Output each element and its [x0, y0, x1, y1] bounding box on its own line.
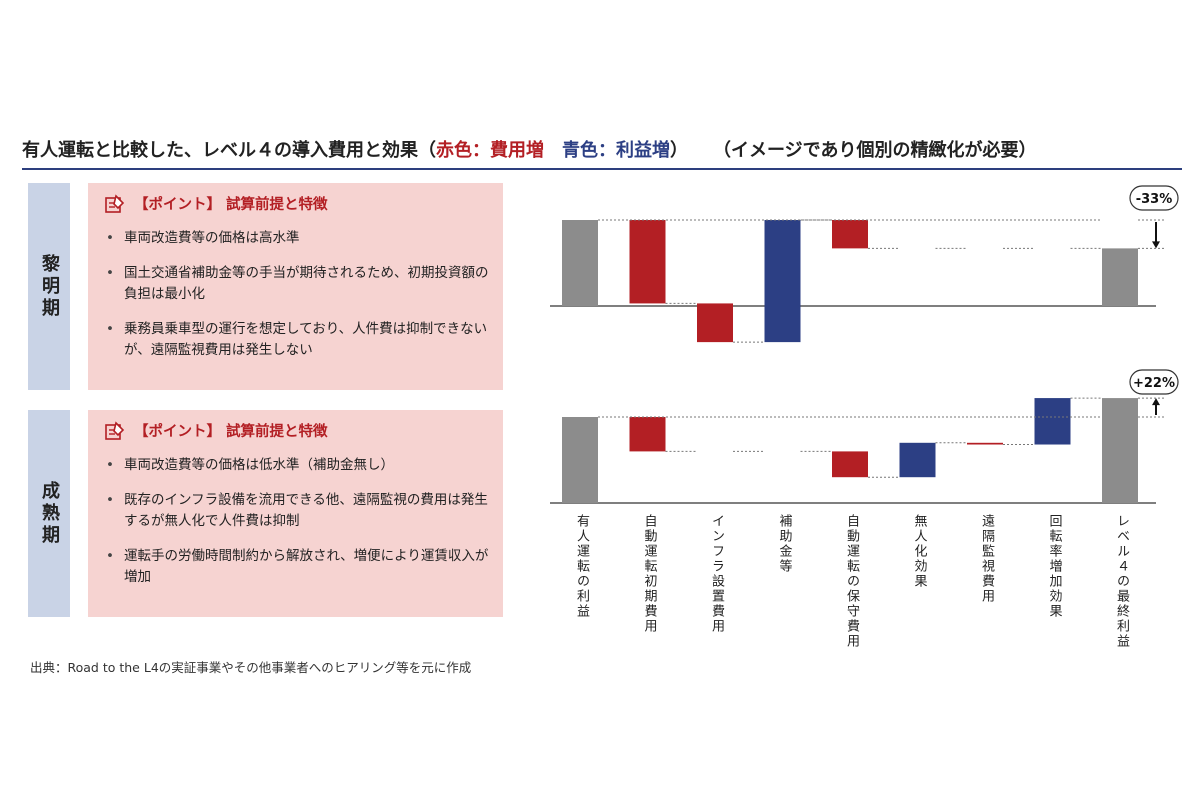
bar-cost [629, 220, 666, 304]
category-label: 無人化効果 [911, 514, 927, 589]
category-label: インフラ設置費用 [709, 514, 724, 634]
point-item: 車両改造費等の価格は高水準 [104, 228, 489, 249]
percent-badge [1129, 369, 1179, 395]
title-red-legend: 赤色：費用増 [436, 140, 544, 161]
bar-total [1102, 398, 1138, 503]
category-label: 自動運転初期費用 [641, 514, 657, 634]
category-label: レベル４の最終利益 [1114, 514, 1129, 649]
category-label: 自動運転の保守費用 [844, 514, 859, 649]
phase-label-early: 黎明期 [28, 183, 70, 390]
bar-benefit [899, 442, 936, 478]
bar-benefit [764, 220, 801, 343]
percent-badge [1129, 185, 1179, 211]
change-arrow-head [1152, 241, 1160, 249]
bar-total [562, 417, 598, 503]
source-note: 出典：Road to the L4の実証事業やその他事業者へのヒアリング等を元に… [30, 660, 472, 675]
title-blue-legend: 青色：利益増 [562, 140, 670, 161]
point-item: 既存のインフラ設備を流用できる他、遠隔監視の費用は発生するが無人化で人件費は抑制 [104, 490, 489, 532]
waterfall-charts: -33% +22% [550, 185, 1179, 504]
memo-icon [105, 420, 125, 440]
point-item: 車両改造費等の価格は低水準（補助金無し） [104, 455, 489, 476]
percent-label: +22% [1133, 376, 1175, 391]
bar-benefit [1034, 398, 1071, 445]
title-note: （イメージであり個別の精緻化が必要） [722, 140, 1037, 161]
memo-icon [105, 193, 125, 213]
change-arrow-head [1152, 398, 1160, 406]
category-label: 遠隔監視費用 [979, 514, 994, 604]
title-text: 有人運転と比較した、レベル４の導入費用と効果（赤色：費用増 青色：利益増） （イメ… [22, 140, 1037, 161]
point-item: 運転手の労働時間制約から解放され、増便により運賃収入が増加 [104, 546, 489, 588]
category-label: 補助金等 [776, 514, 792, 574]
category-label: 回転率増加効果 [1046, 514, 1062, 619]
bar-cost [832, 451, 868, 478]
point-item: 国土交通省補助金等の手当が期待されるため、初期投資額の負担は最小化 [104, 263, 489, 305]
chart-title: 有人運転と比較した、レベル４の導入費用と効果（赤色：費用増 青色：利益増） （イメ… [22, 132, 1182, 170]
category-label: 有人運転の利益 [574, 514, 589, 619]
phase-label-mature: 成熟期 [28, 410, 70, 617]
percent-label: -33% [1136, 192, 1173, 207]
point-item: 乗務員乗車型の運行を想定しており、人件費は抑制できないが、遠隔監視費用は発生しな… [104, 319, 489, 361]
bar-cost [832, 220, 868, 249]
bar-cost [629, 417, 666, 452]
bar-total [562, 220, 598, 306]
bar-cost [697, 303, 733, 343]
bar-cost [967, 442, 1003, 445]
points-panel-early: 【ポイント】 試算前提と特徴 車両改造費等の価格は高水準 国土交通省補助金等の手… [88, 183, 503, 390]
points-title: 【ポイント】 試算前提と特徴 [104, 193, 489, 214]
bar-total [1102, 248, 1138, 306]
points-panel-mature: 【ポイント】 試算前提と特徴 車両改造費等の価格は低水準（補助金無し） 既存のイ… [88, 410, 503, 617]
points-title: 【ポイント】 試算前提と特徴 [104, 420, 489, 441]
